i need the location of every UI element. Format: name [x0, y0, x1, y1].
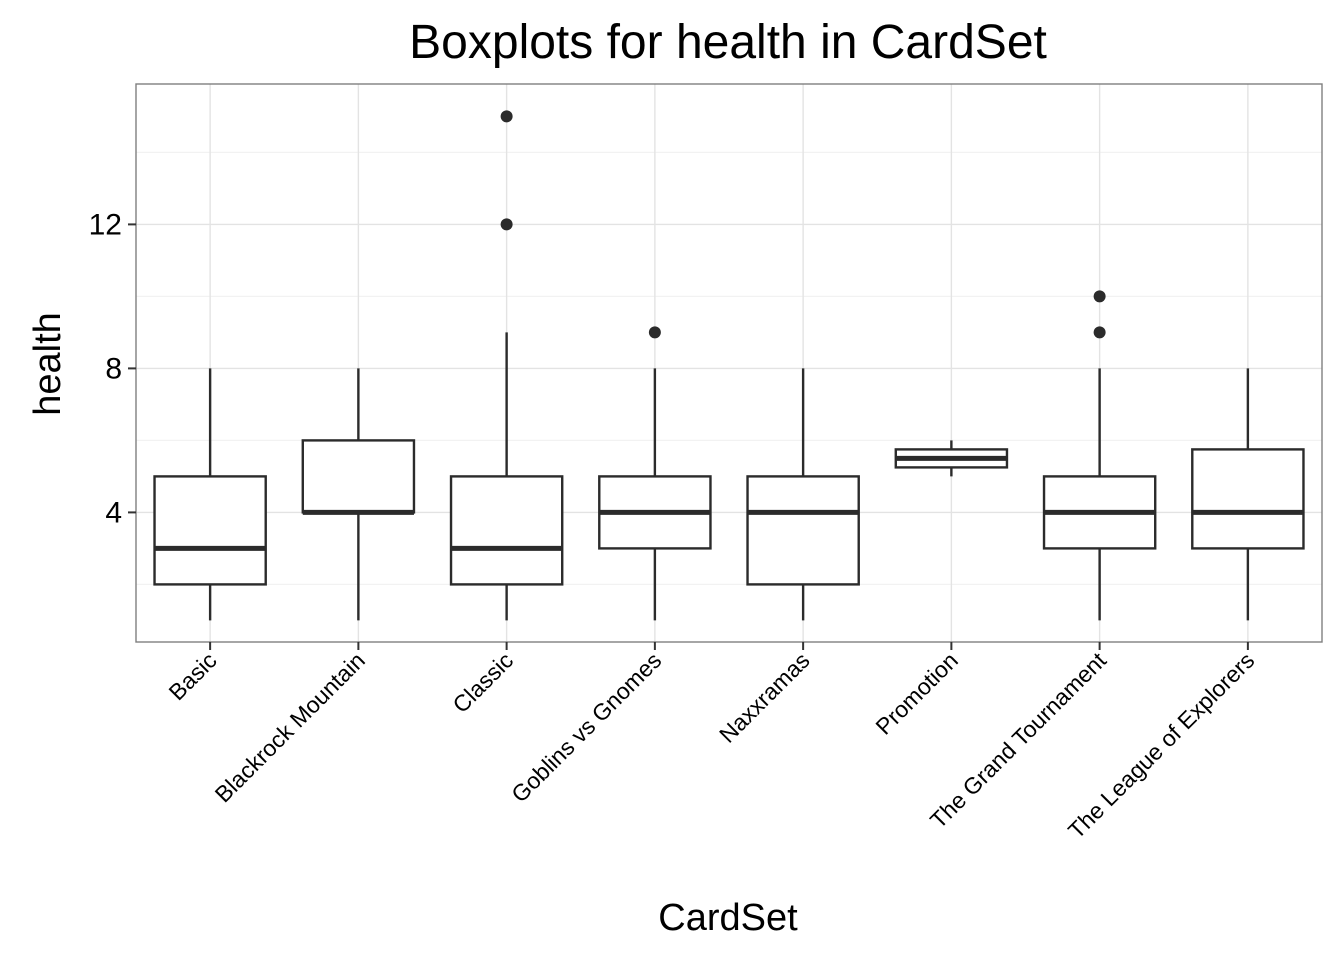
box-1 [301, 368, 416, 621]
y-tick-label: 4 [105, 496, 122, 529]
chart-title: Boxplots for health in CardSet [409, 16, 1047, 69]
outlier-point [1093, 326, 1106, 339]
y-axis-title: health [27, 312, 69, 416]
x-axis-title: CardSet [658, 897, 798, 939]
panel-border [135, 83, 1323, 643]
x-tick-label: Naxxramas [714, 647, 815, 748]
box-7 [1191, 368, 1305, 621]
iqr-box [301, 439, 416, 514]
box-2 [449, 110, 564, 621]
box-4 [746, 368, 860, 621]
plot-panel [135, 83, 1323, 643]
iqr-box [1191, 448, 1305, 550]
x-tick-label: Blackrock Mountain [210, 647, 370, 807]
box-5 [894, 440, 1009, 477]
outlier-point [648, 326, 661, 339]
x-tick-label: Promotion [870, 647, 963, 740]
y-tick-label: 12 [89, 208, 122, 241]
iqr-box [153, 475, 267, 586]
iqr-box [746, 475, 860, 586]
x-tick-label: Goblins vs Gnomes [506, 647, 666, 807]
box-3 [598, 326, 712, 621]
box-0 [153, 368, 267, 621]
y-axis: 4 8 12 [89, 208, 136, 529]
box-6 [1042, 290, 1157, 621]
iqr-box [449, 475, 564, 586]
outlier-point [500, 110, 513, 123]
y-tick-label: 8 [105, 352, 122, 385]
panel-background [136, 84, 1322, 642]
outlier-point [500, 218, 513, 231]
x-tick-label: Basic [164, 647, 222, 705]
outlier-point [1093, 290, 1106, 303]
x-tick-label: Classic [447, 647, 518, 718]
